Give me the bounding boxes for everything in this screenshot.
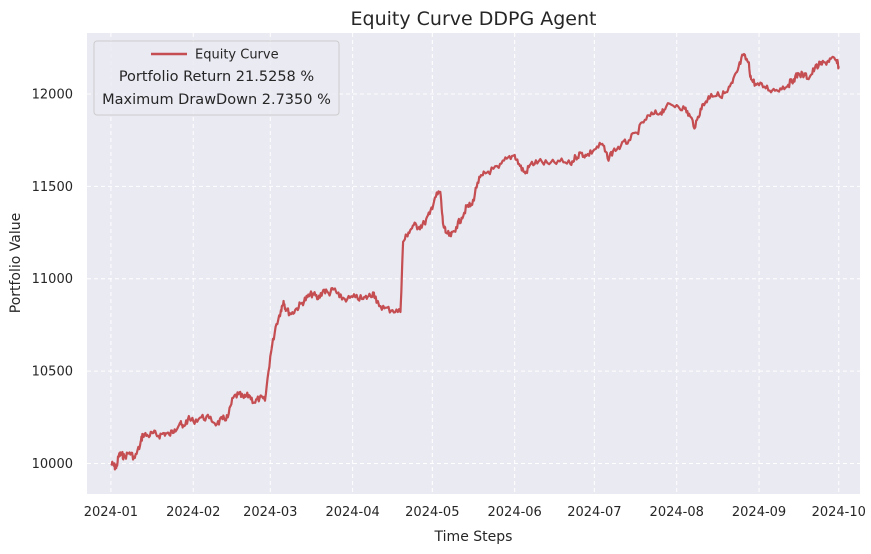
- y-tick-label: 11500: [32, 180, 73, 195]
- legend-annotation-return: Portfolio Return 21.5258 %: [119, 69, 314, 85]
- y-tick-label: 10000: [32, 457, 73, 472]
- x-tick-label: 2024-03: [243, 505, 297, 520]
- legend-entry: Equity Curve: [195, 48, 279, 63]
- x-tick-labels: 2024-01 2024-02 2024-03 2024-04 2024-05 2024-…: [84, 505, 866, 520]
- series-line-equity-curve: [110, 52, 840, 471]
- x-axis-label: Time Steps: [434, 529, 513, 545]
- y-tick-label: 11000: [32, 272, 73, 287]
- x-tick-label: 2024-01: [84, 505, 138, 520]
- x-tick-label: 2024-05: [405, 505, 459, 520]
- series-layer: [110, 52, 840, 471]
- chart-title: Equity Curve DDPG Agent: [351, 8, 597, 30]
- x-tick-label: 2024-08: [650, 505, 704, 520]
- x-tick-label: 2024-02: [166, 505, 220, 520]
- x-tick-label: 2024-06: [488, 505, 542, 520]
- x-tick-label: 2024-10: [812, 505, 866, 520]
- x-tick-label: 2024-04: [325, 505, 379, 520]
- y-axis-label: Portfolio Value: [8, 213, 24, 314]
- x-tick-label: 2024-09: [732, 505, 786, 520]
- legend-annotation-drawdown: Maximum DrawDown 2.7350 %: [102, 92, 331, 108]
- y-tick-labels: 10000 10500 11000 11500 12000: [32, 87, 73, 472]
- y-tick-label: 12000: [32, 87, 73, 102]
- x-tick-label: 2024-07: [567, 505, 621, 520]
- y-tick-label: 10500: [32, 365, 73, 380]
- grid: [87, 33, 860, 494]
- legend-box: [93, 40, 340, 116]
- legend: Equity Curve Portfolio Return 21.5258 % …: [93, 40, 340, 116]
